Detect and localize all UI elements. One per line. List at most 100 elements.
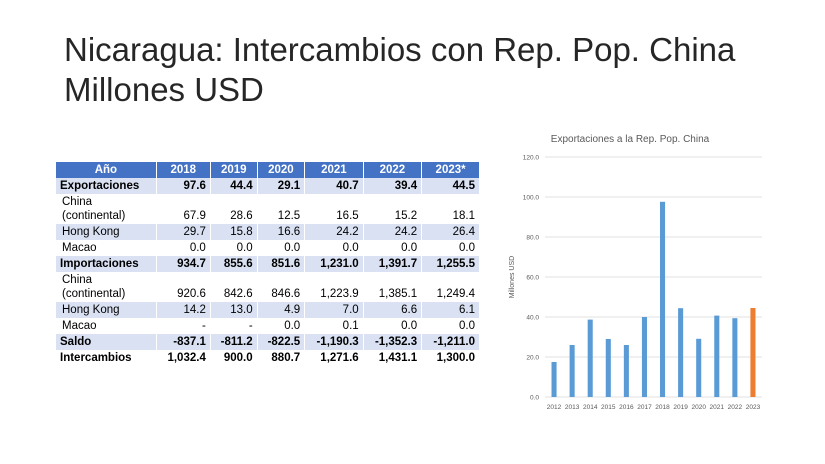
table-cell: 0.0 [421, 240, 480, 256]
row-label-text: China [62, 274, 93, 286]
x-tick-label: 2018 [655, 404, 670, 411]
chart-ylabel: Millones USD [509, 256, 516, 298]
bar-2013 [569, 345, 575, 397]
table-cell: 1,431.1 [363, 350, 423, 366]
chart-x-ticks: 2012 2013 2014 2015 2016 2017 2018 2019 2020 2021… [547, 404, 761, 411]
y-tick-label: 80.0 [526, 235, 539, 242]
table-row: Macao 0.0 0.0 0.0 0.0 0.0 0.0 [56, 240, 480, 256]
table-cell: 851.6 [257, 256, 306, 272]
y-tick-label: 0.0 [530, 395, 539, 402]
table-cell: -1,211.0 [421, 334, 480, 350]
title-line-1: Nicaragua: Intercambios con Rep. Pop. Ch… [64, 31, 736, 68]
table-cell: 934.7 [156, 256, 211, 272]
table-cell: 12.5 [257, 194, 306, 224]
table-cell: 0.0 [156, 240, 211, 256]
table-cell: 6.1 [421, 302, 480, 318]
x-tick-label: 2021 [710, 404, 725, 411]
header-cell: 2018 [156, 162, 211, 178]
table-cell: 0.0 [363, 318, 423, 334]
chart-title: Exportaciones a la Rep. Pop. China [551, 134, 710, 145]
table-cell: 1,385.1 [363, 272, 423, 302]
row-label: Macao [56, 240, 157, 256]
row-label: Macao [56, 318, 157, 334]
row-label: Exportaciones [56, 178, 157, 194]
table-cell: 28.6 [210, 194, 258, 224]
header-cell: 2023* [421, 162, 480, 178]
table-cell: 18.1 [421, 194, 480, 224]
bar-2016 [623, 345, 629, 397]
table-row: Hong Kong 29.7 15.8 16.6 24.2 24.2 26.4 [56, 224, 480, 240]
table-cell: 24.2 [363, 224, 423, 240]
table-cell: - [156, 318, 211, 334]
row-label-text: Hong Kong [62, 304, 120, 316]
table-cell: 880.7 [257, 350, 306, 366]
slide-title: Nicaragua: Intercambios con Rep. Pop. Ch… [64, 30, 804, 110]
table-cell: 15.2 [363, 194, 423, 224]
table-cell: 29.1 [257, 178, 306, 194]
table-cell: -1,190.3 [304, 334, 364, 350]
row-label-text-2: (continental) [62, 288, 126, 300]
exports-chart: Exportaciones a la Rep. Pop. China Millo… [500, 125, 770, 425]
bar-2021 [714, 315, 720, 397]
table-cell: 1,223.9 [304, 272, 364, 302]
row-label-text: Exportaciones [60, 180, 140, 192]
row-label: Hong Kong [56, 224, 157, 240]
table-cell: 0.0 [257, 318, 306, 334]
row-label: China (continental) [56, 194, 157, 224]
table-cell: 16.5 [304, 194, 364, 224]
row-label-text: Saldo [60, 336, 92, 348]
exports-bar-chart: Exportaciones a la Rep. Pop. China Millo… [509, 134, 762, 411]
table-cell: 16.6 [257, 224, 306, 240]
table-row: China (continental) 67.9 28.6 12.5 16.5 15.2 18… [56, 194, 480, 224]
bar-2014 [587, 319, 593, 397]
table-cell: 855.6 [210, 256, 258, 272]
table-cell: 97.6 [156, 178, 211, 194]
table-cell: 1,391.7 [363, 256, 423, 272]
table-cell: 1,255.5 [421, 256, 480, 272]
x-tick-label: 2012 [547, 404, 562, 411]
row-label-text: Hong Kong [62, 226, 120, 238]
table-row: China (continental) 920.6 842.6 846.6 1,223.9… [56, 272, 480, 302]
table-cell: 6.6 [363, 302, 423, 318]
row-label-text: China [62, 196, 93, 208]
table-cell: 842.6 [210, 272, 258, 302]
bar-2023 [750, 308, 756, 397]
x-tick-label: 2017 [637, 404, 652, 411]
header-cell: Año [56, 162, 157, 178]
bar-2022 [732, 318, 738, 397]
table-cell: 0.0 [304, 240, 364, 256]
header-cell: 2022 [363, 162, 423, 178]
chart-bars [551, 201, 756, 397]
row-label: China (continental) [56, 272, 157, 302]
x-tick-label: 2020 [691, 404, 706, 411]
table-cell: 44.4 [210, 178, 258, 194]
bar-2012 [551, 362, 557, 397]
y-tick-label: 20.0 [526, 355, 539, 362]
row-label-text: Macao [62, 320, 97, 332]
y-tick-label: 120.0 [523, 155, 540, 162]
x-tick-label: 2016 [619, 404, 634, 411]
table-cell: 4.9 [257, 302, 306, 318]
table-cell: 0.0 [421, 318, 480, 334]
table-cell: 1,249.4 [421, 272, 480, 302]
row-label-text: Macao [62, 242, 97, 254]
chart-y-ticks: 0.0 20.0 40.0 60.0 80.0 100.0 120.0 [523, 155, 540, 402]
table-cell: 29.7 [156, 224, 211, 240]
table-cell: 14.2 [156, 302, 211, 318]
table-cell: 900.0 [210, 350, 258, 366]
y-tick-label: 100.0 [523, 195, 540, 202]
table-cell: 0.1 [304, 318, 364, 334]
chart-grid [545, 156, 762, 398]
table-cell: 39.4 [363, 178, 423, 194]
table-header-row: Año 2018 2019 2020 2021 2022 2023* [56, 162, 480, 178]
row-label-text: Importaciones [60, 258, 139, 270]
table-cell: 24.2 [304, 224, 364, 240]
table-cell: 1,300.0 [421, 350, 480, 366]
table-cell: 846.6 [257, 272, 306, 302]
title-line-2: Millones USD [64, 71, 264, 108]
bar-2015 [605, 339, 611, 397]
table-cell: - [210, 318, 258, 334]
table-cell: 1,271.6 [304, 350, 364, 366]
row-label: Intercambios [56, 350, 157, 366]
x-tick-label: 2019 [673, 404, 688, 411]
